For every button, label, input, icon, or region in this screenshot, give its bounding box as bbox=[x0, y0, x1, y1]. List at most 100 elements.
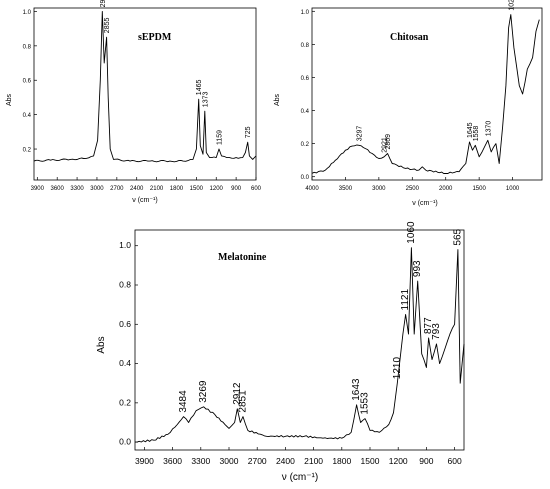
x-tick-label: 900 bbox=[419, 456, 433, 466]
x-tick-labels: 4000 3500 3000 2500 2000 1500 1000 bbox=[305, 177, 520, 192]
chart-title: Chitosan bbox=[390, 32, 429, 43]
peak-label: 793 bbox=[431, 323, 442, 340]
chart-panel-melatonine: Melatonine Abs ν (cm⁻¹) 3900 3600 3300 3000… bbox=[96, 221, 465, 483]
x-tick-label: 3300 bbox=[191, 456, 210, 466]
y-tick-label: 0.8 bbox=[301, 43, 310, 49]
x-tick-label: 1200 bbox=[210, 186, 224, 192]
plot-frame bbox=[33, 7, 257, 181]
x-tick-label: 4000 bbox=[305, 186, 319, 192]
peak-label: 2912 bbox=[232, 382, 243, 405]
x-tick-label: 1500 bbox=[190, 186, 204, 192]
x-tick-label: 2700 bbox=[110, 186, 124, 192]
y-tick-label: 0.6 bbox=[119, 319, 131, 329]
x-tick-label: 3600 bbox=[51, 186, 65, 192]
x-tick-label: 1500 bbox=[361, 456, 380, 466]
x-tick-label: 1200 bbox=[389, 456, 408, 466]
x-tick-label: 2500 bbox=[406, 186, 420, 192]
peak-label: 1060 bbox=[406, 221, 417, 244]
peak-label: 2851 bbox=[238, 390, 249, 413]
y-tick-label: 1.0 bbox=[119, 240, 131, 250]
x-tick-label: 1500 bbox=[472, 186, 486, 192]
peak-label: 565 bbox=[452, 228, 463, 245]
peak-label: 1553 bbox=[360, 392, 371, 415]
chart-title: sEPDM bbox=[138, 32, 172, 43]
x-tick-label: 600 bbox=[448, 456, 462, 466]
peak-label: 2869 bbox=[385, 134, 392, 150]
peak-label: 2921 bbox=[382, 137, 389, 153]
x-tick-label: 1800 bbox=[170, 186, 184, 192]
spectrum-line bbox=[135, 247, 465, 443]
y-tick-label: 0.2 bbox=[23, 148, 32, 154]
y-axis-label: Abs bbox=[274, 93, 281, 106]
peak-label: 1645 bbox=[467, 122, 474, 138]
peak-label: 1373 bbox=[202, 92, 209, 108]
x-tick-label: 2400 bbox=[276, 456, 295, 466]
x-axis-label: ν (cm⁻¹) bbox=[282, 472, 318, 483]
x-axis-label: ν (cm⁻¹) bbox=[132, 197, 157, 204]
y-tick-label: 0.6 bbox=[301, 76, 310, 82]
x-tick-label: 3500 bbox=[339, 186, 353, 192]
y-tick-labels: 0.0 0.2 0.4 0.6 0.8 1.0 bbox=[119, 240, 138, 447]
x-tick-label: 3000 bbox=[220, 456, 239, 466]
y-tick-label: 0.0 bbox=[301, 175, 310, 181]
y-tick-labels: 0.0 0.2 0.4 0.6 0.8 1.0 bbox=[301, 10, 315, 181]
plot-frame bbox=[134, 229, 465, 451]
y-tick-label: 0.2 bbox=[119, 397, 131, 407]
chart-panel-chitosan: Chitosan Abs ν (cm⁻¹) 4000 3500 3000 2500 20… bbox=[274, 0, 543, 207]
x-tick-label: 2700 bbox=[248, 456, 267, 466]
y-tick-label: 0.0 bbox=[119, 437, 131, 447]
x-tick-labels: 3900 3600 3300 3000 2700 2400 2100 1800 1500 1200… bbox=[135, 447, 462, 466]
peak-label: 725 bbox=[245, 126, 252, 138]
y-tick-label: 0.4 bbox=[301, 109, 310, 115]
plot-frame bbox=[311, 7, 543, 181]
x-tick-label: 2000 bbox=[439, 186, 453, 192]
peak-label: 877 bbox=[423, 317, 434, 334]
spectrum-line bbox=[33, 10, 257, 163]
x-tick-label: 2400 bbox=[130, 186, 144, 192]
y-tick-label: 0.6 bbox=[23, 79, 32, 85]
peak-label: 3297 bbox=[357, 126, 364, 142]
x-axis-label: ν (cm⁻¹) bbox=[412, 200, 437, 207]
peak-label: 1159 bbox=[217, 130, 224, 145]
peak-label: 2920 bbox=[100, 0, 107, 7]
peak-label: 2855 bbox=[104, 18, 111, 34]
y-tick-label: 0.4 bbox=[23, 113, 32, 119]
chart-panel-sepdm: sEPDM Abs ν (cm⁻¹) 3900 3600 3300 3000 2700 2… bbox=[6, 0, 262, 204]
y-tick-label: 0.8 bbox=[23, 44, 32, 50]
peak-label: 1121 bbox=[400, 289, 411, 311]
x-tick-label: 3300 bbox=[70, 186, 84, 192]
x-tick-label: 1800 bbox=[332, 456, 351, 466]
x-tick-label: 3000 bbox=[372, 186, 386, 192]
x-tick-label: 2100 bbox=[150, 186, 164, 192]
x-tick-label: 600 bbox=[251, 186, 262, 192]
chart-title: Melatonine bbox=[218, 252, 267, 263]
spectrum-line bbox=[311, 14, 540, 174]
y-axis-label: Abs bbox=[6, 93, 13, 106]
y-tick-label: 1.0 bbox=[301, 10, 310, 16]
peak-label: 1026 bbox=[508, 0, 515, 11]
peak-label: 3484 bbox=[178, 390, 189, 413]
x-tick-label: 1000 bbox=[506, 186, 520, 192]
y-tick-labels: 0.2 0.4 0.6 0.8 1.0 bbox=[23, 10, 37, 154]
peak-label: 1210 bbox=[392, 357, 403, 380]
peak-label: 3269 bbox=[198, 380, 209, 403]
y-tick-label: 0.2 bbox=[301, 142, 310, 148]
x-tick-label: 3900 bbox=[31, 186, 45, 192]
peak-label: 1370 bbox=[485, 121, 492, 137]
peak-label: 1465 bbox=[196, 80, 203, 96]
x-tick-labels: 3900 3600 3300 3000 2700 2400 2100 1800 1500 1200… bbox=[31, 177, 262, 192]
x-tick-label: 3900 bbox=[135, 456, 154, 466]
y-tick-label: 1.0 bbox=[23, 10, 32, 16]
y-axis-label: Abs bbox=[96, 336, 107, 353]
peak-label: 1643 bbox=[351, 378, 362, 401]
peak-label: 993 bbox=[412, 260, 423, 277]
x-tick-label: 900 bbox=[231, 186, 242, 192]
x-tick-label: 3000 bbox=[90, 186, 104, 192]
y-tick-label: 0.4 bbox=[119, 358, 131, 368]
x-tick-label: 3600 bbox=[163, 456, 182, 466]
peak-label: 1558 bbox=[473, 126, 480, 142]
